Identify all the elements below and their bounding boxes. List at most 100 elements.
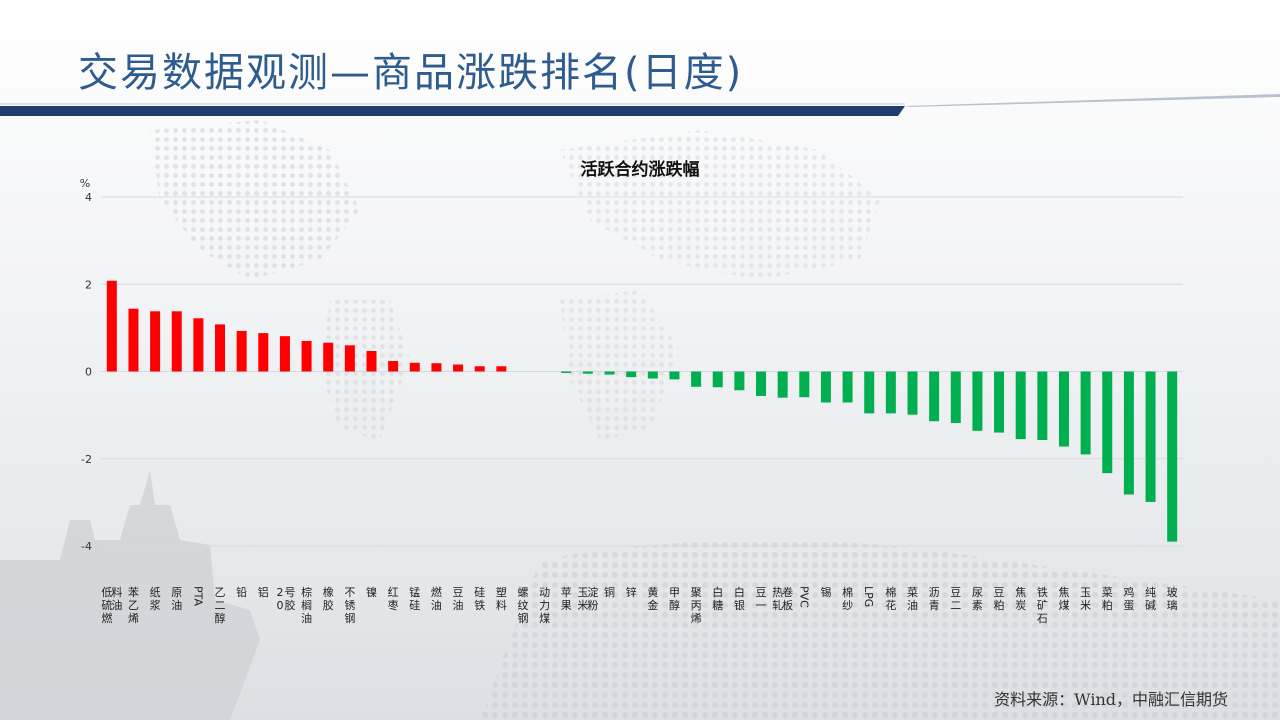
x-category-label: 铅 <box>236 585 247 599</box>
chart-title: 活跃合约涨跌幅 <box>581 159 700 180</box>
y-tick-label: -2 <box>81 453 92 466</box>
x-category-label: 尿素 <box>972 586 983 612</box>
x-category-label: 铝 <box>258 585 269 599</box>
bar-苹果 <box>561 371 572 373</box>
bar-菜油 <box>907 371 918 415</box>
bar-原油 <box>171 311 182 372</box>
bars <box>106 280 1178 542</box>
bar-乙二醇 <box>215 324 226 372</box>
x-category-label: LPG <box>862 586 875 607</box>
x-category-label: 动力煤 <box>539 586 550 625</box>
x-category-label: 白银 <box>734 585 745 612</box>
x-category-label: 焦炭 <box>1015 586 1026 612</box>
x-category-label: 菜粕 <box>1102 586 1113 612</box>
bar-尿素 <box>972 371 983 431</box>
bar-棕榈油 <box>301 340 312 372</box>
x-category-label: 苯乙烯 <box>128 585 139 625</box>
x-category-label: 不锈钢 <box>344 586 355 625</box>
bar-镍 <box>366 350 377 372</box>
x-category-label: 鸡蛋 <box>1123 585 1134 612</box>
x-category-label: 热轧卷板 <box>772 585 793 612</box>
x-category-label: 白糖 <box>712 585 723 612</box>
x-category-label: 锡 <box>820 585 831 599</box>
bar-黄金 <box>647 371 658 379</box>
x-category-label: 聚丙烯 <box>691 586 702 625</box>
bar-燃油 <box>431 363 442 372</box>
x-category-label: PVC <box>797 586 810 608</box>
x-category-label: 铁矿石 <box>1037 586 1048 625</box>
bar-棉纱 <box>842 371 853 403</box>
x-category-label: 橡胶 <box>323 586 334 612</box>
bar-玻璃 <box>1167 371 1178 542</box>
bar-甲醇 <box>669 371 680 380</box>
x-category-label: 棕榈油 <box>301 585 312 625</box>
x-category-label: 硅铁 <box>474 586 485 612</box>
x-category-label: 豆二 <box>950 586 961 612</box>
bar-铜 <box>604 371 615 375</box>
bar-豆油 <box>453 364 464 372</box>
bar-20号胶 <box>279 336 290 372</box>
x-category-label: 乙二醇 <box>215 586 226 625</box>
x-category-label: 纸浆 <box>150 586 161 612</box>
x-category-label: 豆油 <box>453 586 464 612</box>
x-category-label: 塑料 <box>496 585 507 612</box>
x-category-label: 棉纱 <box>842 585 853 612</box>
bar-沥青 <box>929 371 940 422</box>
bar-焦煤 <box>1058 371 1069 447</box>
x-category-label: PTA <box>191 586 204 606</box>
title-underline-band <box>0 94 1280 116</box>
x-category-label: 焦煤 <box>1058 586 1069 612</box>
x-category-label: 甲醇 <box>669 586 680 612</box>
bar-鸡蛋 <box>1123 371 1134 495</box>
bar-不锈钢 <box>344 345 355 372</box>
bar-豆二 <box>950 371 961 423</box>
bar-铝 <box>258 333 269 372</box>
x-category-label: 豆粕 <box>994 586 1005 612</box>
x-category-label: 燃油 <box>431 585 442 612</box>
source-note: 资料来源：Wind，中融汇信期货 <box>994 690 1228 709</box>
x-category-label: 黄金 <box>647 585 658 612</box>
bar-锰硅 <box>409 362 420 372</box>
bar-橡胶 <box>323 342 334 372</box>
x-category-label: 豆一 <box>756 586 767 612</box>
x-category-label: 铜 <box>604 585 615 599</box>
x-category-label: 纯碱 <box>1145 586 1156 612</box>
bar-焦炭 <box>1015 371 1026 440</box>
slide-title: 交易数据观测—商品涨跌排名(日度) <box>78 50 744 96</box>
bar-纯碱 <box>1145 371 1156 502</box>
bar-LPG <box>864 371 875 414</box>
bar-聚丙烯 <box>691 371 702 387</box>
x-category-label: 菜油 <box>907 586 918 612</box>
x-category-label: 2 0号胶 <box>276 586 295 612</box>
x-category-label: 玉米淀粉 <box>577 585 598 612</box>
bar-豆粕 <box>994 371 1005 433</box>
x-category-label: 镍 <box>366 585 377 599</box>
y-axis-ticks: 4 2 0 -2 -4 <box>81 191 92 553</box>
bar-热轧卷板 <box>777 371 788 398</box>
y-tick-label: 4 <box>85 191 92 204</box>
bar-塑料 <box>496 366 507 372</box>
bar-白银 <box>734 371 745 391</box>
bar-硅铁 <box>474 366 485 372</box>
bar-纸浆 <box>150 311 161 372</box>
x-category-label: 螺纹钢 <box>517 586 528 625</box>
bar-白糖 <box>712 371 723 388</box>
bar-菜粕 <box>1102 371 1113 474</box>
bar-锌 <box>626 371 637 378</box>
x-category-label: 玉米 <box>1080 586 1091 612</box>
y-axis-unit-label: % <box>80 177 90 190</box>
y-tick-label: 2 <box>85 278 92 291</box>
x-category-label: 锰硅 <box>409 585 420 612</box>
bar-铁矿石 <box>1037 371 1048 440</box>
x-category-label: 苹果 <box>561 585 572 612</box>
y-tick-label: 0 <box>85 366 92 379</box>
bar-锡 <box>820 371 831 403</box>
y-tick-label: -4 <box>81 540 92 553</box>
bar-豆一 <box>756 371 767 396</box>
x-category-label: 沥青 <box>929 586 940 612</box>
x-axis-category-labels: 低硫燃料油苯乙烯纸浆原油 PTA 乙二醇铅铝 2 0号胶棕榈油橡胶不锈钢镍 红枣锰硅燃油豆… <box>101 585 1177 625</box>
x-category-label: 原油 <box>171 586 182 612</box>
x-category-label: 红枣 <box>388 586 399 612</box>
